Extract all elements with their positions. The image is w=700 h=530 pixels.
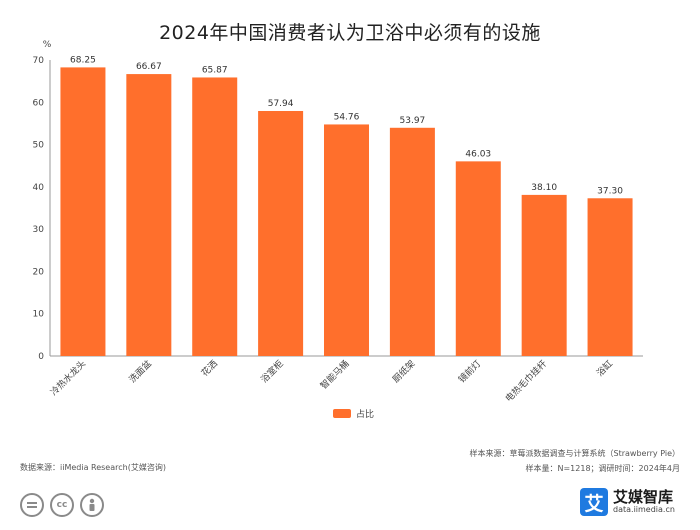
bar	[324, 124, 369, 357]
y-tick-label: 50	[33, 141, 45, 151]
value-label: 46.03	[465, 149, 491, 159]
y-tick-label: 40	[33, 183, 45, 193]
y-tick-label: 70	[33, 56, 45, 66]
bar-chart: % 0 10 20 30 40 50 60 70 68.25 66.67 65.87 57.94 54…	[33, 40, 643, 405]
y-tick-label: 60	[33, 98, 45, 108]
x-tick-label: 洗面盆	[126, 358, 154, 386]
x-tick-label: 花洒	[199, 358, 220, 379]
x-tick-label: 镜前灯	[456, 358, 484, 386]
bar	[587, 198, 633, 356]
bar	[521, 194, 567, 356]
y-tick-label: 30	[33, 225, 45, 235]
brand: 艾 艾媒智库 data.iimedia.cn	[580, 488, 675, 516]
y-tick-label: 10	[33, 310, 45, 320]
y-axis-unit: %	[43, 40, 52, 50]
value-label: 54.76	[334, 112, 360, 122]
x-tick-label: 浴室柜	[258, 358, 286, 386]
bar	[389, 127, 435, 356]
value-label: 37.30	[597, 186, 623, 196]
brand-url: data.iimedia.cn	[613, 504, 675, 514]
sample-source: 样本来源：草莓派数据调查与计算系统（Strawberry Pie）	[469, 449, 680, 458]
legend-label: 占比	[356, 409, 375, 420]
data-source: 数据来源：iiMedia Research(艾媒咨询)	[20, 463, 166, 472]
brand-logo-icon: 艾	[580, 488, 608, 516]
license-icons: cc	[20, 493, 104, 517]
chart-title: 2024年中国消费者认为卫浴中必须有的设施	[159, 22, 541, 44]
value-label: 68.25	[70, 55, 96, 65]
cc-icon: cc	[50, 493, 74, 517]
brand-name: 艾媒智库	[613, 488, 674, 507]
y-tick-label: 20	[33, 267, 45, 277]
value-label: 65.87	[202, 65, 228, 75]
person-icon	[80, 493, 104, 517]
legend: 占比	[333, 406, 374, 420]
bar	[258, 110, 304, 356]
x-tick-label: 智能马桶	[318, 358, 352, 392]
value-label: 38.10	[531, 183, 557, 193]
equal-icon	[20, 493, 44, 517]
bar	[455, 161, 501, 356]
y-tick-label: 0	[38, 352, 44, 362]
x-tick-label: 厨纸架	[390, 358, 418, 386]
sample-info: 样本量：N=1218；调研时间：2024年4月	[525, 464, 681, 473]
value-label: 57.94	[268, 99, 294, 109]
bar	[60, 67, 106, 357]
value-label: 53.97	[400, 116, 426, 126]
bar	[192, 77, 238, 357]
x-tick-label: 冷热水龙头	[48, 358, 88, 398]
x-tick-label: 电热毛巾挂杆	[503, 358, 550, 405]
bar	[126, 74, 172, 356]
x-tick-label: 浴缸	[594, 358, 615, 379]
legend-swatch	[333, 408, 351, 418]
value-label: 66.67	[136, 62, 162, 72]
